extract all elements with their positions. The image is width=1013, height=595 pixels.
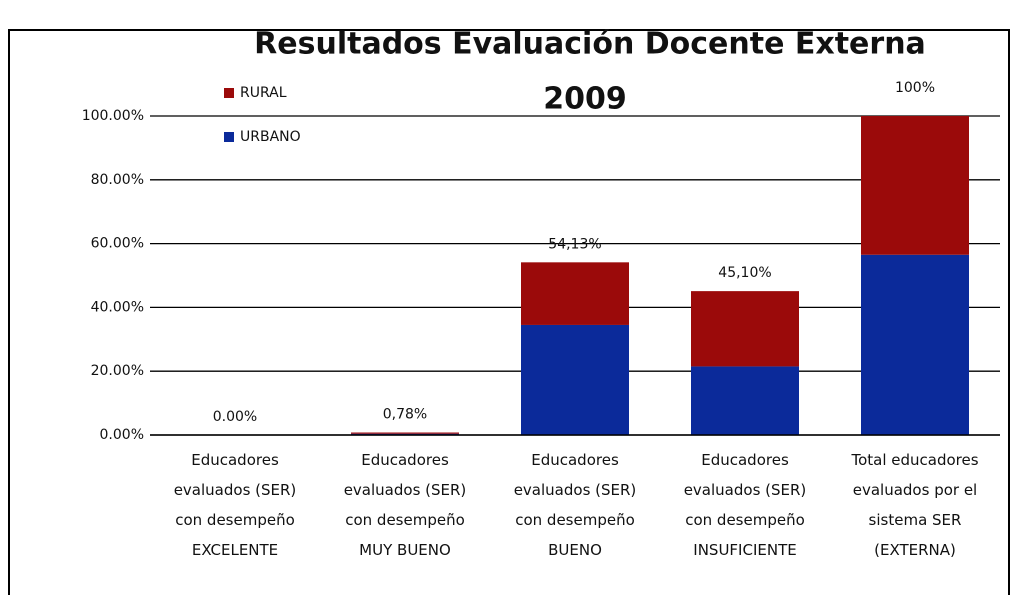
y-tick-label: 0.00%: [100, 427, 144, 443]
legend-swatch: [224, 88, 234, 98]
chart-title: Resultados Evaluación Docente Externa: [254, 27, 926, 62]
total-label: 54,13%: [548, 236, 601, 252]
total-label: 0,78%: [383, 407, 427, 423]
y-tick-label: 100.00%: [82, 108, 144, 124]
bar-segment: [521, 324, 629, 435]
bar-segment: [861, 116, 969, 255]
total-label: 45,10%: [718, 265, 771, 281]
legend-label: URBANO: [240, 129, 301, 145]
frame: [8, 29, 1010, 595]
bar-segment: [691, 291, 799, 367]
x-tick-label: Educadores evaluados (SER) con desempeño…: [343, 451, 467, 559]
x-tick-label: Educadores evaluados (SER) con desempeño…: [513, 451, 637, 559]
total-label: 100%: [895, 80, 935, 96]
bar-segment: [521, 262, 629, 325]
x-tick-label: Total educadores evaluados por el sistem…: [851, 451, 979, 559]
y-tick-label: 60.00%: [91, 236, 144, 252]
y-tick-label: 80.00%: [91, 172, 144, 188]
bar-segment: [351, 432, 459, 434]
x-tick-label: Educadores evaluados (SER) con desempeño…: [173, 451, 297, 559]
bar-segment: [691, 366, 799, 435]
legend-label: RURAL: [240, 85, 287, 101]
legend-swatch: [224, 132, 234, 142]
y-tick-label: 40.00%: [91, 299, 144, 315]
bar-segment: [861, 254, 969, 435]
y-tick-label: 20.00%: [91, 363, 144, 379]
x-tick-label: Educadores evaluados (SER) con desempeño…: [683, 451, 807, 559]
total-label: 0.00%: [213, 409, 257, 425]
chart-subtitle: 2009: [543, 82, 627, 117]
